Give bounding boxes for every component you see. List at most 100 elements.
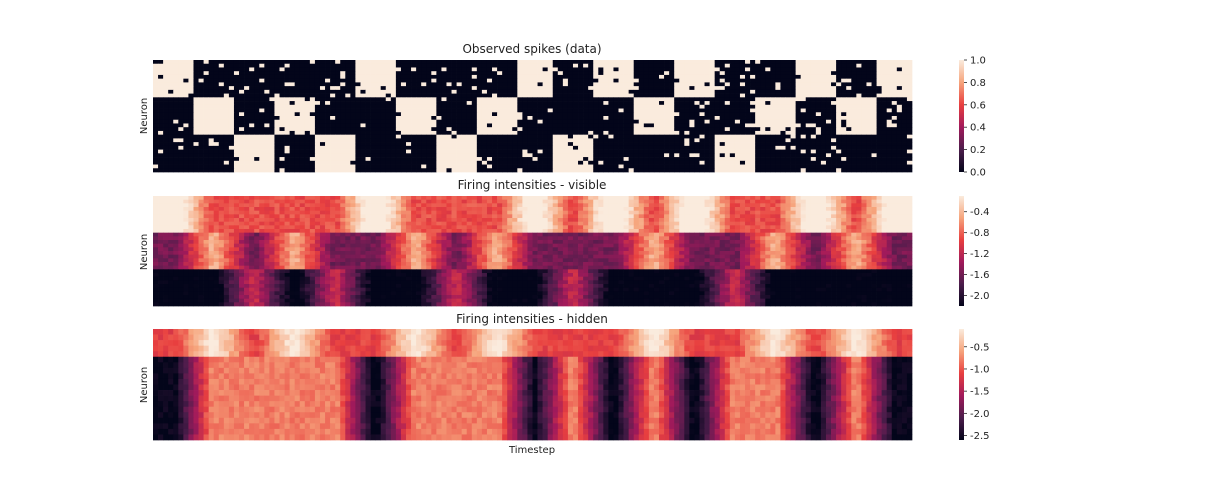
spike-cell <box>158 97 164 102</box>
spike-cell <box>279 149 285 154</box>
spike-cell <box>775 160 781 165</box>
spike-cell <box>178 60 184 65</box>
spike-cell <box>259 97 265 102</box>
intensity-cell <box>603 199 609 204</box>
spike-cell <box>497 67 503 72</box>
spike-cell <box>567 82 574 87</box>
spike-cell <box>583 145 589 150</box>
spike-cell <box>497 104 503 109</box>
spike-cell <box>466 112 473 117</box>
spike-cell <box>426 164 432 169</box>
spike-cell <box>431 86 437 91</box>
spike-cell <box>739 123 746 128</box>
spike-cell <box>689 149 695 154</box>
spike-cell <box>466 82 473 87</box>
spike-cell <box>618 116 624 121</box>
spike-cell <box>572 97 579 102</box>
spike-cell <box>588 164 594 169</box>
spike-cell <box>623 134 629 139</box>
spike-cell <box>400 89 407 94</box>
spike-cell <box>760 104 766 109</box>
spike-cell <box>734 74 741 80</box>
spike-cell <box>603 127 609 132</box>
intensity-cell <box>461 196 468 201</box>
spike-cell <box>239 168 245 173</box>
spike-cell <box>456 164 463 169</box>
spike-cell <box>380 138 387 143</box>
spike-cell <box>406 164 412 169</box>
spike-cell <box>856 74 862 80</box>
spike-cell <box>314 134 321 139</box>
spike-cell <box>188 108 194 113</box>
spike-cell <box>608 134 614 139</box>
spike-cell <box>380 104 387 109</box>
spike-cell <box>178 108 184 113</box>
spike-cell <box>608 74 614 80</box>
spike-cell <box>289 130 296 136</box>
spike-cell <box>714 145 721 150</box>
spike-cell <box>416 130 422 136</box>
spike-cell <box>527 116 533 121</box>
spike-cell <box>249 86 255 91</box>
intensity-cell <box>249 207 255 212</box>
spike-cell <box>709 153 716 158</box>
spike-cell <box>664 63 670 68</box>
spike-cell <box>314 123 321 128</box>
spike-cell <box>502 108 508 113</box>
spike-cell <box>760 74 766 80</box>
intensity-cell <box>319 199 326 204</box>
spike-cell <box>876 74 882 80</box>
spike-cell <box>664 101 670 106</box>
spike-cell <box>537 78 543 83</box>
spike-cell <box>760 142 766 147</box>
spike-cell <box>168 74 174 80</box>
spike-cell <box>319 112 326 117</box>
spike-cell <box>411 60 417 65</box>
spike-cell <box>507 108 513 113</box>
spike-cell <box>537 130 543 136</box>
spike-cell <box>431 97 437 102</box>
spike-cell <box>527 63 533 68</box>
spike-cell <box>608 116 614 121</box>
spike-cell <box>790 112 796 117</box>
spike-cell <box>689 60 695 65</box>
spike-cell <box>714 119 721 124</box>
spike-cell <box>815 104 822 109</box>
spike-cell <box>274 108 280 113</box>
spike-cell <box>795 116 802 121</box>
spike-cell <box>825 157 832 162</box>
spike-cell <box>497 112 503 117</box>
spike-cell <box>481 127 488 132</box>
spike-cell <box>244 97 250 102</box>
spike-cell <box>886 86 893 91</box>
spike-cell <box>861 149 867 154</box>
spike-cell <box>856 168 862 173</box>
spike-cell <box>168 160 174 165</box>
spike-cell <box>395 116 402 121</box>
spike-cell <box>249 93 255 98</box>
spike-cell <box>289 89 296 94</box>
spike-cell <box>739 164 746 169</box>
spike-cell <box>522 86 528 91</box>
spike-cell <box>608 168 614 173</box>
spike-cell <box>486 71 493 76</box>
intensity-cell <box>208 196 215 201</box>
spike-cell <box>674 93 680 98</box>
spike-cell <box>274 116 280 121</box>
spike-cell <box>461 89 468 94</box>
spike-cell <box>790 149 796 154</box>
spike-cell <box>188 82 194 87</box>
spike-cell <box>745 134 751 139</box>
spike-cell <box>421 153 427 158</box>
spike-cell <box>598 60 604 65</box>
spike-cell <box>218 108 225 113</box>
spike-cell <box>593 71 599 76</box>
spike-cell <box>628 119 635 124</box>
spike-cell <box>613 89 619 94</box>
spike-cell <box>360 164 366 169</box>
intensity-cell <box>522 196 528 201</box>
spike-cell <box>213 142 220 147</box>
spike-cell <box>846 82 852 87</box>
spike-cell <box>380 134 387 139</box>
spike-cell <box>461 101 468 106</box>
